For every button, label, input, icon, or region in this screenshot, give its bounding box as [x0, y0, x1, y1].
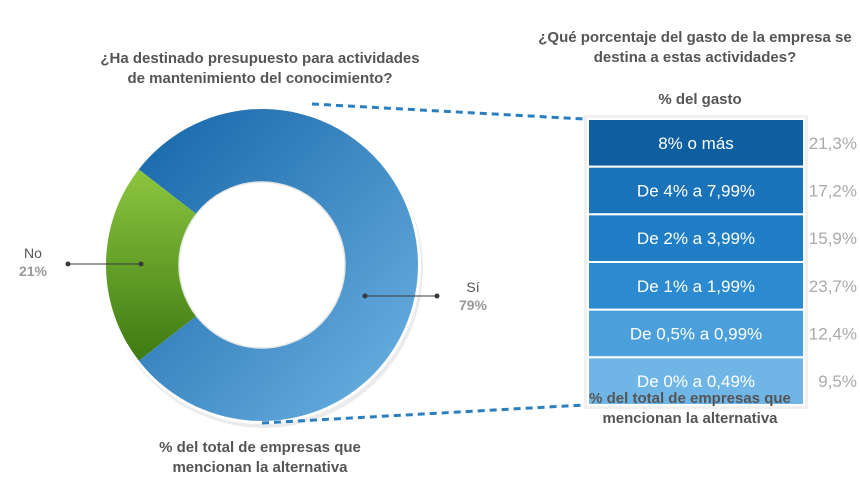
breakdown-bar: 8% o más 21,3% De 4% a 7,99% 17,2% De 2% a 3… [584, 115, 857, 409]
breakdown-chart-caption-line-1: % del total de empresas que [589, 390, 791, 407]
breakdown-segment-4 [587, 261, 805, 311]
breakdown-category-label-1: 8% o más [658, 134, 734, 153]
donut-hole [178, 181, 346, 349]
donut-slice-no [106, 169, 197, 361]
breakdown-value-label-4: 23,7% [809, 277, 857, 296]
donut-chart-caption-line-1: % del total de empresas que [159, 439, 361, 456]
slice-label-si-value: 79% [458, 297, 488, 313]
breakdown-value-label-3: 15,9% [809, 229, 857, 248]
slice-label-no-name: No [24, 245, 42, 261]
donut-chart-caption-line-2: mencionan la alternativa [172, 459, 348, 476]
breakdown-category-label-6: De 0% a 0,49% [637, 372, 755, 391]
breakdown-value-label-2: 17,2% [809, 182, 857, 201]
donut-chart-caption: % del total de empresas que mencionan la… [60, 438, 460, 478]
breakdown-chart-title-line-2: destina a estas actividades? [593, 49, 797, 66]
slice-label-si-name: Sí [466, 279, 480, 295]
breakdown-segment-2 [587, 165, 805, 216]
breakdown-category-label-4: De 1% a 1,99% [637, 277, 755, 296]
breakdown-category-label-5: De 0,5% a 0,99% [630, 325, 762, 344]
slice-label-no: No 21% [10, 244, 56, 280]
breakdown-chart-title: ¿Qué porcentaje del gasto de la empresa … [520, 28, 860, 68]
zoom-connector-lines [261, 102, 585, 425]
leader-no-dot-a [65, 261, 71, 267]
donut-chart-title-line-2: de mantenimiento del conocimiento? [127, 70, 393, 87]
leader-si-dot-a [362, 293, 368, 299]
breakdown-segment-3 [587, 213, 805, 263]
breakdown-category-label-3: De 2% a 3,99% [637, 229, 755, 248]
donut-chart-title: ¿Ha destinado presupuesto para actividad… [60, 49, 460, 89]
slice-label-si: Sí 79% [450, 278, 496, 314]
slice-label-no-value: 21% [18, 263, 48, 279]
breakdown-segment-5 [587, 308, 805, 359]
donut-chart [65, 106, 440, 428]
donut-chart-title-line-1: ¿Ha destinado presupuesto para actividad… [100, 50, 420, 67]
leader-si-dot-b [434, 293, 440, 299]
connector-bottom [261, 403, 585, 425]
connector-top [311, 102, 585, 121]
breakdown-chart-title-line-1: ¿Qué porcentaje del gasto de la empresa … [538, 29, 852, 46]
breakdown-value-label-1: 21,3% [809, 134, 857, 153]
leader-no-dot-b [138, 261, 144, 267]
donut-slice-si [138, 109, 419, 422]
breakdown-category-label-2: De 4% a 7,99% [637, 182, 755, 201]
breakdown-chart-subtitle: % del gasto [658, 91, 742, 108]
breakdown-segment-6 [587, 356, 805, 407]
breakdown-value-label-5: 12,4% [809, 325, 857, 344]
breakdown-value-label-6: 9,5% [818, 372, 857, 391]
breakdown-chart-caption-line-2: mencionan la alternativa [602, 410, 778, 427]
breakdown-chart-caption: % del total de empresas que mencionan la… [540, 389, 840, 429]
